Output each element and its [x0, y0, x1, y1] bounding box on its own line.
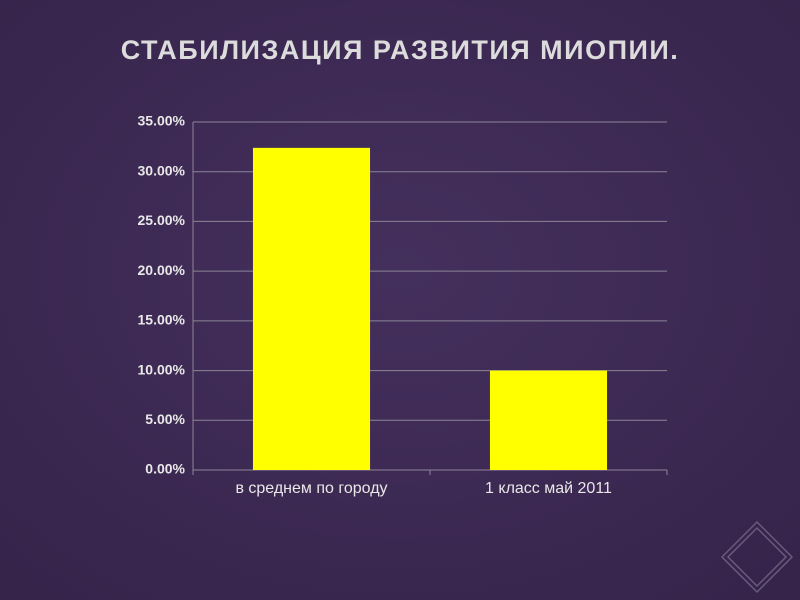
y-tick-label: 5.00%: [145, 411, 185, 427]
slide-title: СТАБИЛИЗАЦИЯ РАЗВИТИЯ МИОПИИ.: [121, 35, 680, 65]
x-tick-label: 1 класс май 2011: [485, 480, 612, 497]
plot-area: 0.00% 5.00% 10.00% 15.00% 20.00% 25.00% 30.00%…: [138, 113, 668, 497]
y-tick-label: 25.00%: [138, 212, 186, 228]
y-tick-label: 10.00%: [138, 361, 186, 377]
bar: [489, 370, 608, 470]
x-tick-label: в среднем по городу: [235, 480, 387, 497]
y-tick-label: 30.00%: [138, 162, 186, 178]
y-tick-label: 0.00%: [145, 461, 185, 477]
decor-diamond: [720, 520, 794, 594]
y-tick-label: 35.00%: [138, 113, 186, 129]
bar: [252, 147, 371, 470]
y-tick-label: 15.00%: [138, 312, 186, 328]
y-tick-label: 20.00%: [138, 262, 186, 278]
